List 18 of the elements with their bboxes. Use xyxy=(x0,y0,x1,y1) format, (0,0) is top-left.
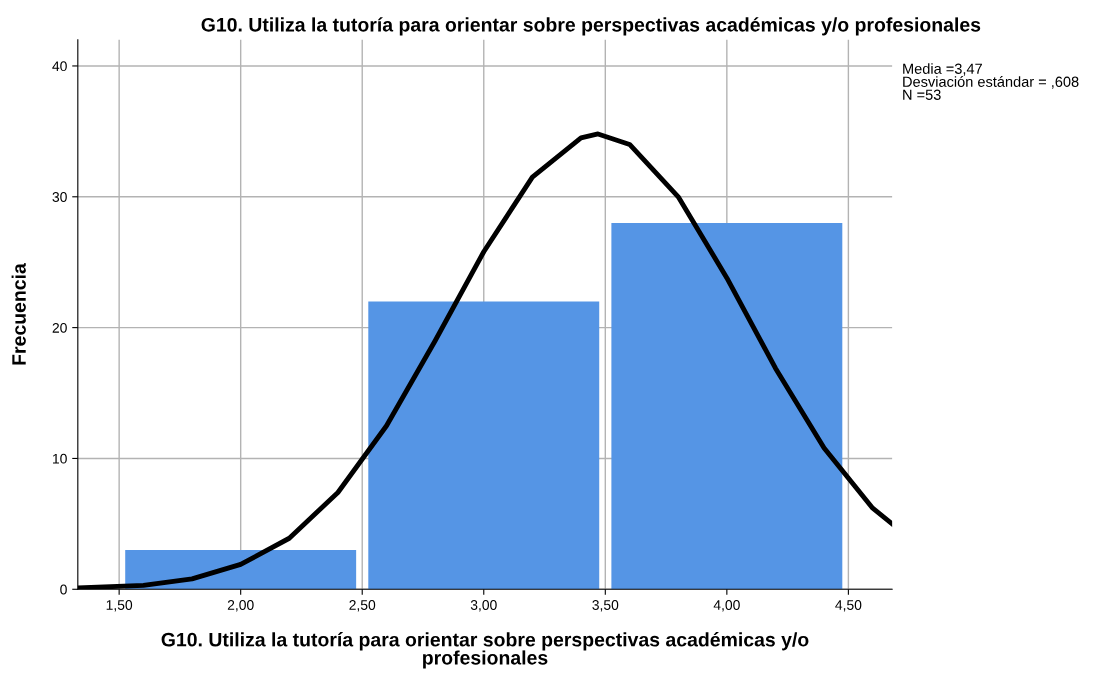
text: Desviación estándar = ,608 xyxy=(903,76,1079,89)
x-tick-label: 4,00 xyxy=(713,600,740,612)
y-tick-label: 30 xyxy=(52,192,67,202)
x-tick-label: 1,50 xyxy=(106,600,133,612)
text: Media =3,47 xyxy=(903,63,982,76)
y-tick-label: 40 xyxy=(52,61,67,72)
x-tick-label: 2,50 xyxy=(349,600,376,612)
y-axis-title: Frecuencia xyxy=(11,263,26,365)
y-tick-label: 10 xyxy=(53,453,67,464)
x-tick-label: 4,50 xyxy=(835,600,862,612)
x-axis-title: G10. Utiliza la tutoría para orientar sobre perspectivas académicas y/o profesionales xyxy=(161,632,809,669)
x-tick-label: 2,00 xyxy=(227,600,254,612)
text: N =53 xyxy=(903,89,941,100)
y-tick-label: 20 xyxy=(52,322,67,333)
chart-title: G10. Utiliza la tutoría para orientar sobre perspectivas académicas y/o profesionales xyxy=(201,17,981,36)
x-tick-label: 3,50 xyxy=(592,600,619,612)
y-tick-label: 0 xyxy=(60,584,67,595)
x-tick-label: 3,00 xyxy=(470,600,497,612)
